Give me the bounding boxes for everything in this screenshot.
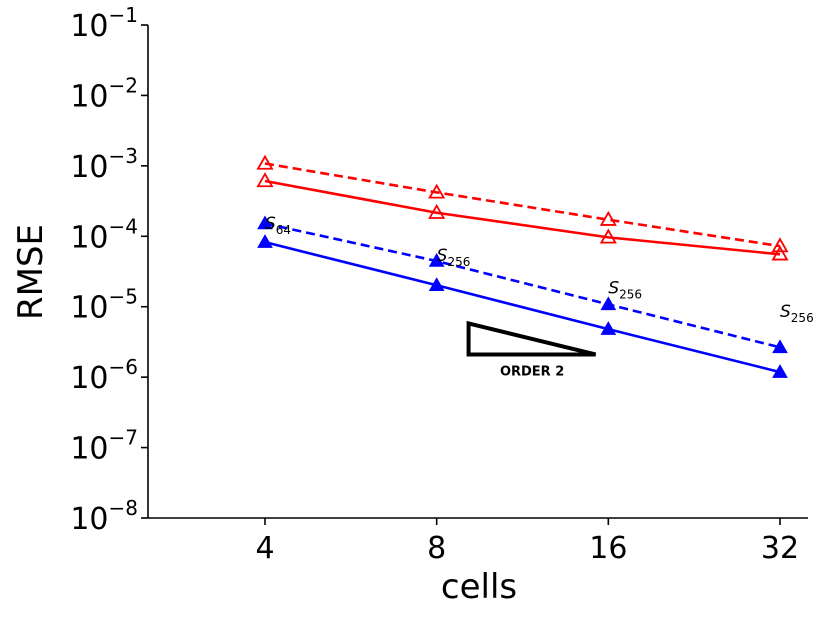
data-point-blue-dashed-filled [772,339,788,354]
data-point-red-dashed-open [599,210,617,226]
series-line-blue-dashed-filled [264,222,781,349]
data-point-blue-dashed-filled [257,215,273,230]
y-tick-label: 10−6 [70,355,138,396]
data-point-blue-solid-filled [257,234,273,248]
x-tick-label: 16 [589,531,627,566]
y-tick-label: 10−2 [70,73,138,114]
annotation-label: S256 [437,246,471,269]
order-slope-triangle [466,320,597,357]
data-point-blue-solid-filled [428,277,445,291]
y-tick-label: 10−5 [70,285,138,326]
y-tick-label: 10−3 [70,144,138,185]
x-tick-label: 4 [255,531,274,566]
annotation-label: S256 [780,302,814,325]
series-line-red-dashed-open [264,162,781,248]
annotation-label: S64 [265,214,291,237]
data-point-red-solid-open [599,228,617,244]
data-point-blue-dashed-filled [600,296,617,311]
series-line-red-solid-open [264,179,781,256]
y-tick-label: 10−4 [70,214,138,255]
y-tick-label: 10−8 [70,496,138,537]
x-tick-label: 8 [427,531,446,566]
data-point-red-dashed-open [256,154,274,170]
data-point-blue-solid-filled [772,364,788,378]
y-tick-label: 10−7 [70,426,138,467]
plot-layer: 10−8 10−7 10−6 10−5 10−4 10−3 10−2 10−1 4 8 16 32 S6… [70,3,813,566]
x-tick-label: 32 [761,531,799,566]
x-axis-label: cells [441,567,517,607]
order-label: ORDER 2 [500,364,564,379]
series-line-blue-solid-filled [264,240,781,374]
data-point-red-solid-open [256,172,274,188]
y-axis-label: RMSE [11,224,51,320]
data-point-red-solid-open [428,203,446,219]
data-point-red-solid-open [771,245,789,261]
data-point-red-dashed-open [771,237,789,253]
data-point-red-dashed-open [428,183,446,199]
data-point-blue-dashed-filled [428,253,445,267]
data-point-blue-solid-filled [600,321,617,335]
y-tick-label: 10−1 [70,3,138,44]
annotation-label: S256 [608,278,642,301]
